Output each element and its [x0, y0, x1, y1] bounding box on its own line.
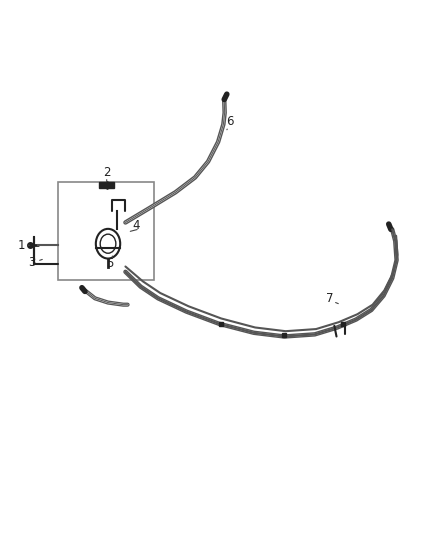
- Bar: [58, 182, 154, 280]
- Text: 2: 2: [103, 166, 110, 179]
- Text: 1: 1: [17, 239, 25, 252]
- Text: 3: 3: [28, 256, 35, 269]
- Text: 4: 4: [133, 219, 140, 232]
- Text: 6: 6: [226, 115, 233, 128]
- Text: 5: 5: [106, 257, 113, 270]
- Bar: [99, 182, 114, 188]
- Text: 7: 7: [326, 292, 334, 305]
